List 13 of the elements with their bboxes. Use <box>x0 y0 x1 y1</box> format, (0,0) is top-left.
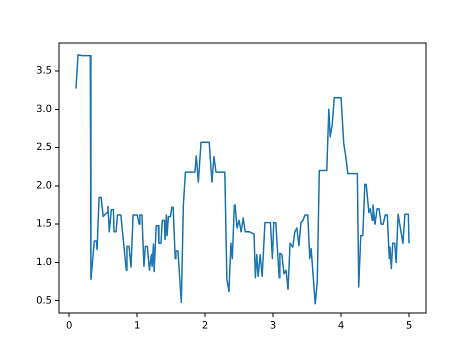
y-tick-label: 1.0 <box>36 257 52 268</box>
x-tick-label: 1 <box>134 320 140 332</box>
x-tick-label: 3 <box>270 320 276 332</box>
x-tick-label: 0 <box>66 320 72 332</box>
x-tick-label: 2 <box>202 320 208 332</box>
y-tick-label: 1.5 <box>36 218 52 230</box>
y-tick-label: 2.0 <box>36 180 52 192</box>
y-tick-label: 3.0 <box>36 104 52 115</box>
x-tick-label: 5 <box>406 320 412 332</box>
y-tick-label: 2.5 <box>36 142 52 154</box>
y-tick-label: 3.5 <box>36 66 52 77</box>
y-tick-label: 0.5 <box>36 295 52 306</box>
x-tick-label: 4 <box>338 320 344 332</box>
